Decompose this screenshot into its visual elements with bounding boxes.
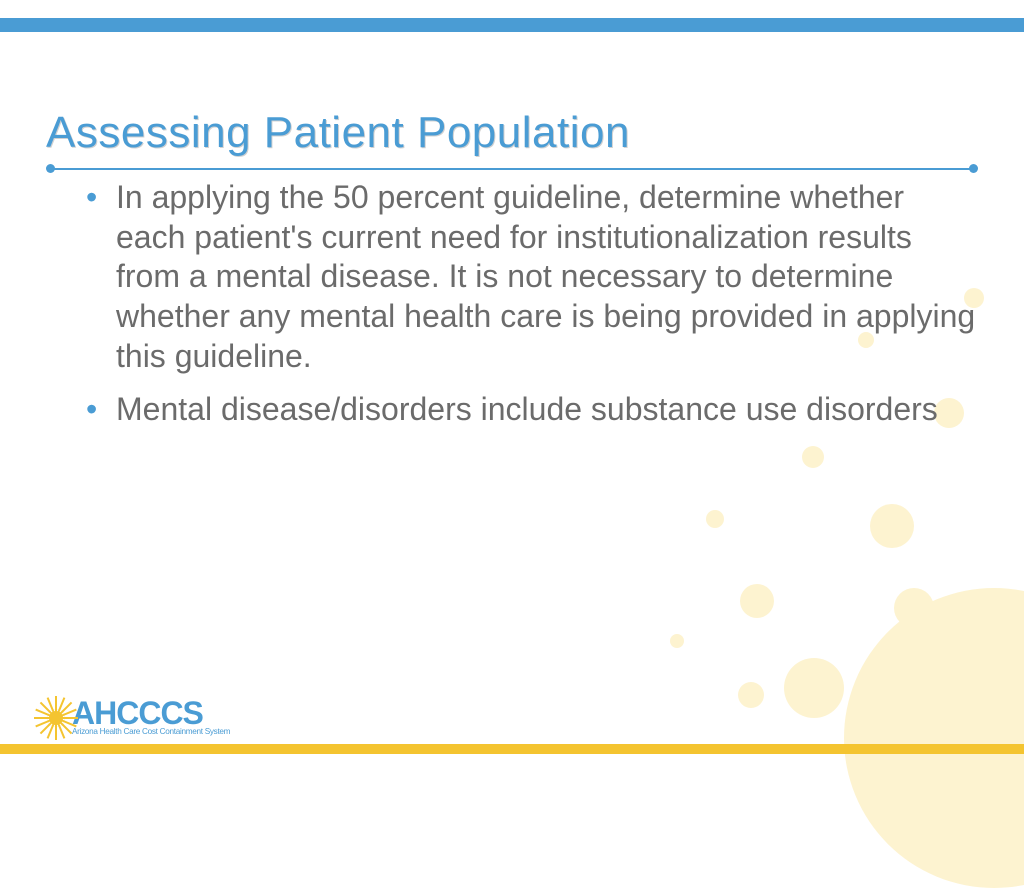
sun-icon [34,696,78,740]
list-item: In applying the 50 percent guideline, de… [76,178,978,376]
list-item: Mental disease/disorders include substan… [76,390,978,430]
title-block: Assessing Patient Population [46,108,978,174]
bottom-accent-bar [0,744,1024,754]
title-underline [46,164,978,174]
logo-subtitle: Arizona Health Care Cost Containment Sys… [72,729,230,736]
slide-title: Assessing Patient Population [46,108,978,158]
ahcccs-logo: AHCCCS Arizona Health Care Cost Containm… [34,696,230,740]
logo-acronym: AHCCCS [72,701,230,727]
bullet-list: In applying the 50 percent guideline, de… [76,178,978,444]
top-accent-bar [0,18,1024,32]
